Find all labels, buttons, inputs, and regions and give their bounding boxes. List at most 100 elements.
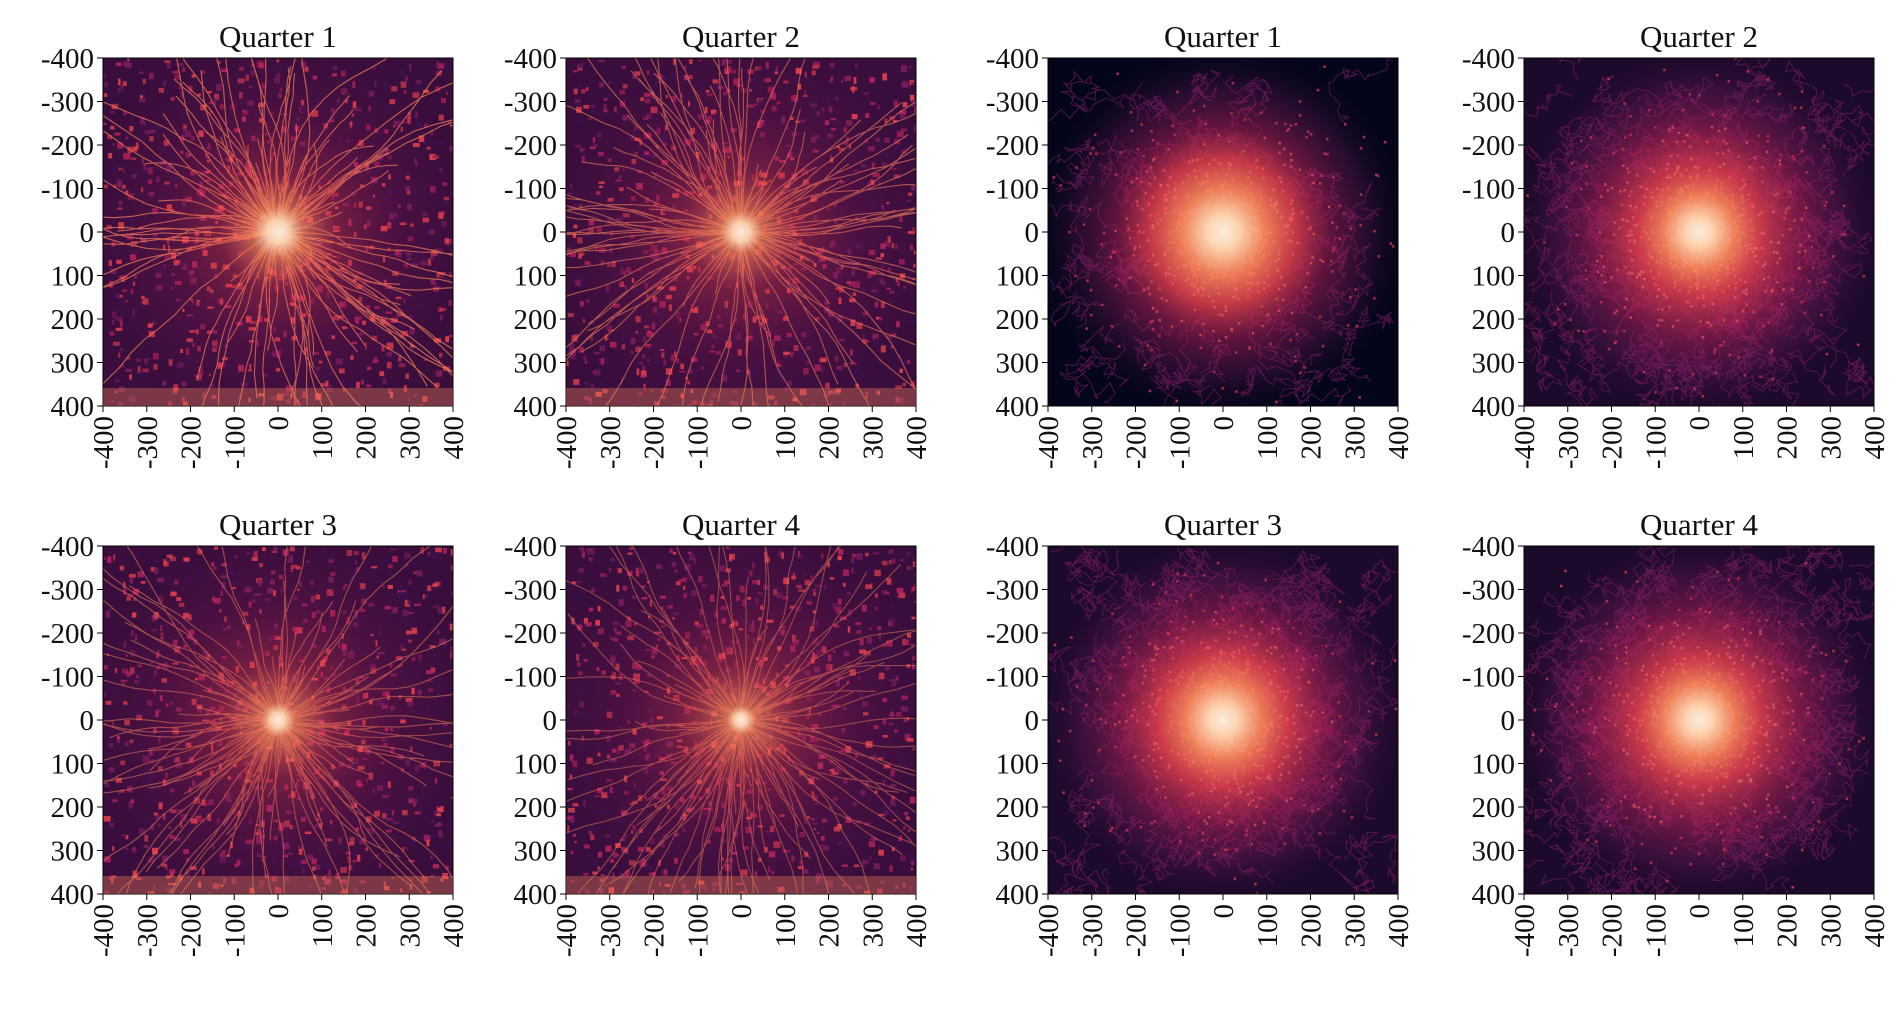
y-tick-label: 200 <box>996 792 1040 824</box>
center-glow <box>103 546 453 894</box>
x-tick-label: 400 <box>1383 904 1415 948</box>
x-tick-label: -400 <box>88 904 120 957</box>
x-tick-label: -100 <box>1164 904 1196 957</box>
y-tick-label: -200 <box>986 618 1039 650</box>
heatmap-image <box>1466 22 1903 432</box>
x-tick-label: 100 <box>770 904 802 948</box>
x-tick-label: 300 <box>394 904 426 948</box>
panel-title: Quarter 1 <box>1164 19 1282 54</box>
x-tick-label: 200 <box>1772 416 1804 460</box>
y-tick-label: -400 <box>41 43 94 75</box>
center-glow <box>566 546 916 894</box>
center-glow <box>1048 58 1398 406</box>
heatmap-panel-1: Quarter 1-400-300-200-1000100200300400-4… <box>0 0 567 500</box>
y-tick-label: 0 <box>1025 217 1040 249</box>
x-tick-label: -300 <box>595 416 627 469</box>
x-tick-label: 100 <box>1728 416 1760 460</box>
x-tick-label: 0 <box>726 416 758 431</box>
panel-title: Quarter 2 <box>1640 19 1758 54</box>
y-tick-label: 200 <box>514 304 558 336</box>
x-tick-label: 300 <box>1815 416 1847 460</box>
y-tick-label: 0 <box>1025 705 1040 737</box>
x-tick-label: 100 <box>1252 904 1284 948</box>
panel-title: Quarter 4 <box>1640 507 1758 542</box>
panel-title: Quarter 3 <box>1164 507 1282 542</box>
center-glow <box>1524 546 1874 894</box>
y-tick-label: -300 <box>41 87 94 119</box>
heatmap-panel-6: Quarter 4 -400 -300 -200 -100 0 100 200 300 400 -4… <box>436 446 1012 1004</box>
x-tick-label: 100 <box>770 416 802 460</box>
x-tick-label: 0 <box>263 904 295 919</box>
x-tick-label: -100 <box>682 416 714 469</box>
y-tick-label: -300 <box>986 575 1039 607</box>
y-tick-label: -300 <box>504 575 557 607</box>
x-tick-label: 200 <box>351 904 383 948</box>
y-tick-label: 300 <box>51 348 95 380</box>
y-tick-label: -300 <box>1462 575 1515 607</box>
y-tick-label: -100 <box>986 174 1039 206</box>
x-tick-label: -200 <box>639 904 671 957</box>
y-tick-label: -400 <box>986 43 1039 75</box>
x-tick-label: 100 <box>1728 904 1760 948</box>
center-glow <box>103 58 453 406</box>
x-tick-label: 400 <box>901 904 933 948</box>
heatmap-panel-4: Quarter 2-400-300-200-1000100200300400-4… <box>1462 19 1903 469</box>
heatmap-image <box>1002 534 1413 919</box>
x-tick-label: -400 <box>1509 416 1541 469</box>
x-tick-label: -100 <box>1640 904 1672 957</box>
x-tick-label: -200 <box>639 416 671 469</box>
y-tick-label: -100 <box>504 174 557 206</box>
y-tick-label: -300 <box>41 575 94 607</box>
y-tick-label: 200 <box>1472 792 1516 824</box>
y-tick-label: 300 <box>996 348 1040 380</box>
x-tick-label: -100 <box>1640 416 1672 469</box>
x-tick-label: 400 <box>901 416 933 460</box>
x-tick-label: -300 <box>595 904 627 957</box>
x-tick-label: -100 <box>682 904 714 957</box>
y-tick-label: -400 <box>986 531 1039 563</box>
x-tick-label: -100 <box>219 416 251 469</box>
y-tick-label: 0 <box>80 705 95 737</box>
x-tick-label: 400 <box>1859 904 1891 948</box>
x-tick-label: -300 <box>132 904 164 957</box>
heatmap-panel-8: Quarter 4-400-300-200-1000100200300400-4… <box>1462 507 1895 957</box>
y-tick-label: 300 <box>1472 348 1516 380</box>
x-tick-label: -300 <box>1077 416 1109 469</box>
x-tick-label: 0 <box>1208 904 1240 919</box>
y-tick-label: 0 <box>543 705 558 737</box>
y-tick-label: 0 <box>1501 705 1516 737</box>
y-tick-label: -400 <box>504 531 557 563</box>
x-tick-label: 0 <box>1208 416 1240 431</box>
x-tick-label: 300 <box>394 416 426 460</box>
x-tick-label: 0 <box>1684 416 1716 431</box>
y-tick-label: 0 <box>80 217 95 249</box>
x-tick-label: 200 <box>351 416 383 460</box>
y-tick-label: 100 <box>1472 749 1516 781</box>
x-tick-label: 400 <box>438 904 470 948</box>
y-tick-label: 200 <box>514 792 558 824</box>
y-tick-label: -300 <box>986 87 1039 119</box>
panel-title: Quarter 1 <box>219 19 337 54</box>
y-tick-label: -100 <box>41 174 94 206</box>
x-tick-label: -200 <box>176 416 208 469</box>
x-tick-label: -300 <box>1553 904 1585 957</box>
x-tick-label: 300 <box>857 904 889 948</box>
panel-title: Quarter 4 <box>682 507 800 542</box>
y-tick-label: -100 <box>1462 174 1515 206</box>
x-tick-label: 100 <box>307 904 339 948</box>
center-glow <box>1524 58 1874 406</box>
center-glow <box>1048 546 1398 894</box>
y-tick-label: -300 <box>504 87 557 119</box>
y-tick-label: -100 <box>1462 662 1515 694</box>
x-tick-label: 0 <box>263 416 295 431</box>
x-tick-label: 0 <box>726 904 758 919</box>
y-tick-label: -200 <box>41 130 94 162</box>
heatmap-image <box>425 0 1042 512</box>
panel-title: Quarter 3 <box>219 507 337 542</box>
y-tick-label: -200 <box>504 130 557 162</box>
x-tick-label: 100 <box>307 416 339 460</box>
y-tick-label: 300 <box>514 836 558 868</box>
y-tick-label: 200 <box>51 304 95 336</box>
x-tick-label: -400 <box>551 904 583 957</box>
